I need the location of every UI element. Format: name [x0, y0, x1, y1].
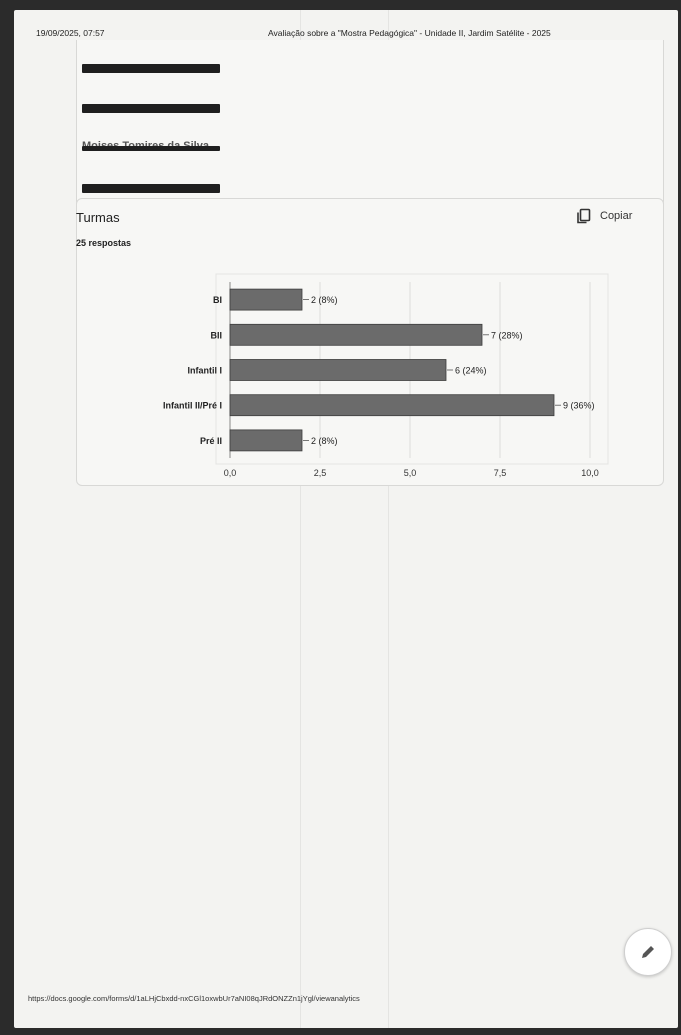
bar: [229, 323, 483, 346]
value-label: 2 (8%): [311, 436, 338, 446]
category-label: Infantil II/Pré I: [163, 401, 222, 411]
bar-chart: BI BII Infantil I Infantil II/Pré I Pré II 2…: [163, 273, 609, 478]
category-label: BI: [213, 295, 222, 305]
value-label: 6 (24%): [455, 366, 487, 376]
print-datetime: 19/09/2025, 07:57: [36, 28, 105, 38]
bar: [229, 359, 447, 381]
response-count: 25 respostas: [76, 238, 132, 248]
x-tick-label: 7,5: [494, 468, 507, 478]
scan-line: [300, 10, 301, 1028]
copy-icon: [577, 208, 591, 224]
x-tick-labels: 0,0 2,5 5,0 7,5 10,0: [224, 468, 599, 478]
redaction-bar: [82, 64, 220, 73]
chart-bars: [229, 288, 555, 452]
value-label: 9 (36%): [563, 401, 595, 411]
x-tick-label: 10,0: [581, 468, 599, 478]
value-label: 7 (28%): [491, 330, 523, 340]
question-title: Turmas: [76, 210, 120, 225]
bar: [229, 429, 303, 452]
category-label: BII: [210, 330, 222, 340]
bar: [229, 394, 555, 417]
form-title: Avaliação sobre a "Mostra Pedagógica" - …: [268, 28, 551, 38]
plot-frame: [215, 273, 609, 465]
edit-button[interactable]: [624, 928, 672, 976]
value-labels: 2 (8%) 7 (28%) 6 (24%) 9 (36%) 2 (8%): [303, 295, 595, 446]
copy-label: Copiar: [600, 210, 633, 222]
redaction-bar: [82, 104, 220, 113]
x-tick-label: 0,0: [224, 468, 237, 478]
value-label: 2 (8%): [311, 295, 338, 305]
chart-grid: [215, 273, 609, 465]
bar: [229, 288, 303, 311]
x-tick-label: 5,0: [404, 468, 417, 478]
page-url: https://docs.google.com/forms/d/1aLHjCbx…: [28, 994, 360, 1003]
category-label: Infantil I: [188, 366, 223, 376]
category-labels: BI BII Infantil I Infantil II/Pré I Pré II: [163, 295, 222, 446]
scan-line: [388, 10, 389, 1028]
x-tick-label: 2,5: [314, 468, 327, 478]
redaction-bar: [82, 146, 220, 151]
category-label: Pré II: [200, 436, 222, 446]
copy-chart-button[interactable]: Copiar: [576, 208, 632, 224]
redaction-bar: [82, 184, 220, 193]
pencil-icon: [642, 946, 654, 958]
